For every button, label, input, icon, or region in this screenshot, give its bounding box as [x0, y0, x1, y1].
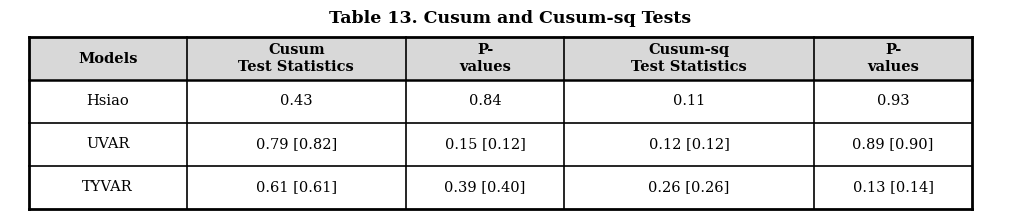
Text: P-
values: P- values — [459, 43, 511, 74]
Text: 0.79 [0.82]: 0.79 [0.82] — [256, 137, 336, 151]
Text: Hsiao: Hsiao — [87, 95, 128, 109]
Text: 0.26 [0.26]: 0.26 [0.26] — [648, 180, 729, 194]
Text: UVAR: UVAR — [86, 137, 129, 151]
Text: Models: Models — [77, 52, 138, 66]
Text: P-
values: P- values — [866, 43, 918, 74]
Text: 0.39 [0.40]: 0.39 [0.40] — [444, 180, 525, 194]
Text: 0.12 [0.12]: 0.12 [0.12] — [648, 137, 729, 151]
Text: Table 13. Cusum and Cusum-sq Tests: Table 13. Cusum and Cusum-sq Tests — [328, 10, 691, 26]
Text: 0.15 [0.12]: 0.15 [0.12] — [444, 137, 525, 151]
Text: 0.61 [0.61]: 0.61 [0.61] — [256, 180, 336, 194]
Bar — [29, 37, 971, 80]
Text: 0.93: 0.93 — [876, 95, 908, 109]
Text: Cusum-sq
Test Statistics: Cusum-sq Test Statistics — [631, 43, 746, 74]
Text: TYVAR: TYVAR — [83, 180, 132, 194]
Text: 0.89 [0.90]: 0.89 [0.90] — [852, 137, 932, 151]
Text: 0.13 [0.14]: 0.13 [0.14] — [852, 180, 932, 194]
Text: 0.11: 0.11 — [673, 95, 704, 109]
Text: Cusum
Test Statistics: Cusum Test Statistics — [238, 43, 354, 74]
Text: 0.43: 0.43 — [280, 95, 312, 109]
Text: 0.84: 0.84 — [469, 95, 500, 109]
